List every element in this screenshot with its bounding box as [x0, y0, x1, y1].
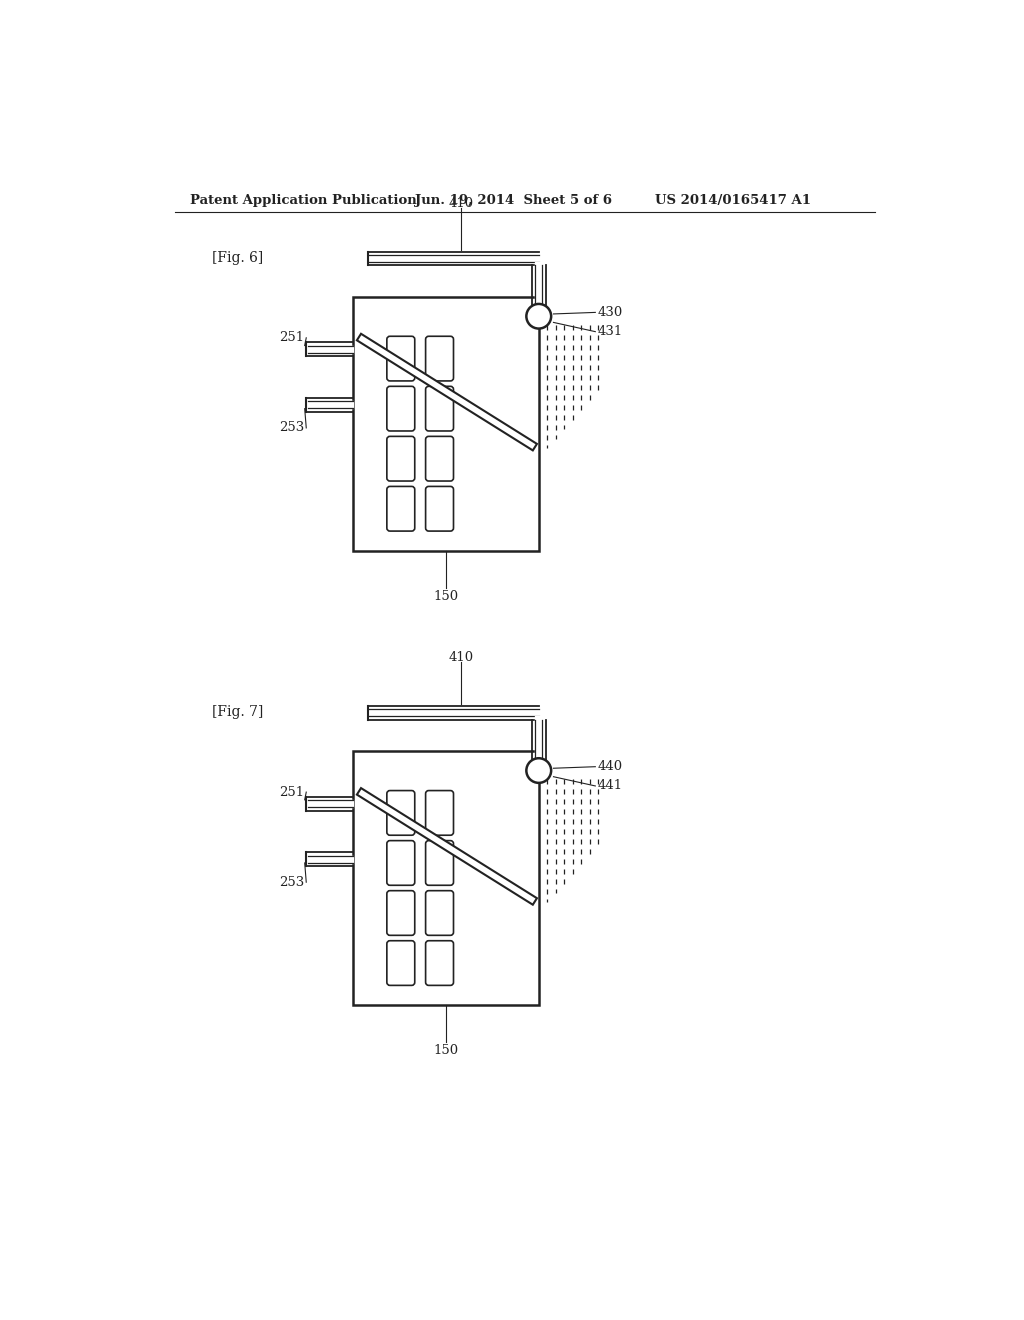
Text: Jun. 19, 2014  Sheet 5 of 6: Jun. 19, 2014 Sheet 5 of 6 — [415, 194, 611, 207]
Text: 150: 150 — [433, 1044, 459, 1057]
Circle shape — [526, 304, 551, 329]
FancyBboxPatch shape — [426, 941, 454, 985]
FancyBboxPatch shape — [426, 437, 454, 480]
Text: Patent Application Publication: Patent Application Publication — [190, 194, 417, 207]
FancyBboxPatch shape — [426, 891, 454, 936]
Text: 251: 251 — [280, 331, 305, 345]
Text: 253: 253 — [280, 875, 305, 888]
Text: US 2014/0165417 A1: US 2014/0165417 A1 — [655, 194, 811, 207]
FancyBboxPatch shape — [387, 791, 415, 836]
Text: 441: 441 — [598, 779, 623, 792]
Text: [Fig. 7]: [Fig. 7] — [212, 705, 263, 719]
FancyBboxPatch shape — [387, 941, 415, 985]
Text: [Fig. 6]: [Fig. 6] — [212, 251, 263, 265]
Text: 410: 410 — [449, 651, 474, 664]
Bar — [352, 751, 539, 1006]
Text: 431: 431 — [598, 325, 623, 338]
FancyBboxPatch shape — [387, 891, 415, 936]
Text: 251: 251 — [280, 785, 305, 799]
FancyBboxPatch shape — [387, 337, 415, 381]
Text: 253: 253 — [280, 421, 305, 434]
FancyBboxPatch shape — [426, 841, 454, 886]
FancyBboxPatch shape — [387, 387, 415, 430]
Polygon shape — [357, 788, 537, 904]
Text: 410: 410 — [449, 197, 474, 210]
FancyBboxPatch shape — [426, 791, 454, 836]
FancyBboxPatch shape — [387, 487, 415, 531]
Bar — [352, 297, 539, 552]
Text: 150: 150 — [433, 590, 459, 603]
Text: 430: 430 — [598, 306, 623, 319]
Circle shape — [526, 758, 551, 783]
Text: 440: 440 — [598, 760, 623, 774]
FancyBboxPatch shape — [426, 387, 454, 430]
FancyBboxPatch shape — [426, 337, 454, 381]
FancyBboxPatch shape — [387, 841, 415, 886]
FancyBboxPatch shape — [426, 487, 454, 531]
FancyBboxPatch shape — [387, 437, 415, 480]
Polygon shape — [357, 334, 537, 450]
